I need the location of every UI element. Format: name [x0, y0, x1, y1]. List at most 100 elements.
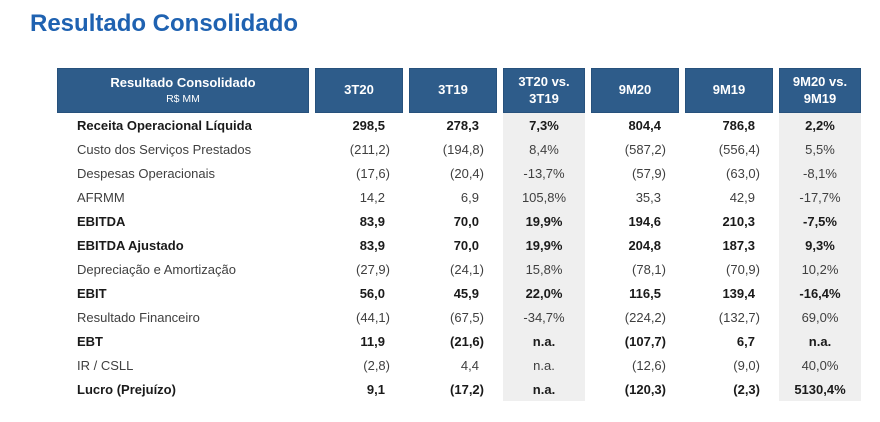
cell-value: 187,3 [722, 237, 755, 253]
header-cell-9m19: 9M19 [685, 68, 773, 113]
cell-value: n.a. [503, 377, 585, 401]
cell-value: 5130,4% [779, 377, 861, 401]
table-row: Despesas Operacionais (17,6) (20,4) -13,7% (… [57, 161, 861, 185]
cell-value: 70,0 [453, 237, 479, 253]
cell-value: (120,3) [624, 381, 666, 397]
cell-value: (224,2) [624, 309, 666, 325]
cell-value: 194,6 [628, 213, 661, 229]
cell-value: 804,4 [628, 117, 661, 133]
table-row: Receita Operacional Líquida 298,5 278,3 7,3… [57, 113, 861, 137]
cell-value: 6,9 [460, 189, 479, 205]
row-label: AFRMM [77, 189, 125, 205]
cell-value: 22,0% [503, 281, 585, 305]
table-body: Receita Operacional Líquida 298,5 278,3 7,3… [57, 113, 861, 401]
cell-value: (12,6) [632, 357, 666, 373]
cell-value: 19,9% [503, 233, 585, 257]
cell-value: 204,8 [628, 237, 661, 253]
cell-value: 11,9 [360, 333, 385, 349]
cell-value: 7,3% [503, 113, 585, 137]
header-title: 3T20 [344, 82, 374, 98]
header-unit-label: R$ MM [166, 92, 200, 105]
cell-value: (17,2) [450, 381, 484, 397]
row-label: Despesas Operacionais [77, 165, 216, 181]
row-label: Lucro (Prejuízo) [77, 381, 176, 397]
cell-value: 278,3 [446, 117, 479, 133]
row-label: EBITDA Ajustado [77, 237, 184, 253]
cell-value: 298,5 [352, 117, 385, 133]
cell-value: 40,0% [779, 353, 861, 377]
cell-value: n.a. [779, 329, 861, 353]
table-row: Lucro (Prejuízo) 9,1 (17,2) n.a. (120,3) (2,3… [57, 377, 861, 401]
cell-value: (21,6) [450, 333, 484, 349]
cell-value: -17,7% [779, 185, 861, 209]
cell-value: (2,3) [733, 381, 760, 397]
cell-value: (44,1) [356, 309, 390, 325]
cell-value: 45,9 [453, 285, 479, 301]
header-title: 9M19 [712, 82, 746, 98]
header-cell-3t20-vs-3t19: 3T20 vs. 3T19 [503, 68, 585, 113]
cell-value: -7,5% [779, 209, 861, 233]
table-row: IR / CSLL (2,8) 4,4 n.a. (12,6) (9,0) 40,0% [57, 353, 861, 377]
cell-value: (57,9) [632, 165, 666, 181]
cell-value: 69,0% [779, 305, 861, 329]
table-row: Custo dos Serviços Prestados (211,2) (194,… [57, 137, 861, 161]
consolidated-result-table: Resultado Consolidado R$ MM 3T20 3T19 3T… [57, 68, 861, 401]
row-label: Resultado Financeiro [77, 309, 200, 325]
cell-value: (556,4) [718, 141, 760, 157]
page-title: Resultado Consolidado [30, 10, 299, 37]
cell-value: 786,8 [722, 117, 755, 133]
cell-value: (24,1) [450, 261, 484, 277]
header-cell-3t19: 3T19 [409, 68, 497, 113]
cell-value: 70,0 [453, 213, 479, 229]
table-row: AFRMM 14,2 6,9 105,8% 35,3 42,9 -17,7% [57, 185, 861, 209]
row-label: Receita Operacional Líquida [77, 117, 252, 133]
cell-value: 35,3 [635, 189, 661, 205]
cell-value: (63,0) [726, 165, 760, 181]
cell-value: 116,5 [629, 285, 661, 301]
header-title: 9M20 vs. 9M19 [792, 73, 848, 106]
header-title: 3T20 vs. 3T19 [518, 73, 570, 106]
row-label: EBIT [77, 285, 107, 301]
row-label: EBITDA [77, 213, 126, 229]
cell-value: 56,0 [359, 285, 385, 301]
cell-value: -34,7% [503, 305, 585, 329]
cell-value: 42,9 [729, 189, 755, 205]
cell-value: 10,2% [779, 257, 861, 281]
cell-value: (107,7) [624, 333, 666, 349]
table-row: EBITDA Ajustado 83,9 70,0 19,9% 204,8 187,3 9,… [57, 233, 861, 257]
cell-value: -8,1% [779, 161, 861, 185]
cell-value: (17,6) [356, 165, 390, 181]
cell-value: -13,7% [503, 161, 585, 185]
cell-value: 14,2 [359, 189, 385, 205]
table-row: EBITDA 83,9 70,0 19,9% 194,6 210,3 -7,5% [57, 209, 861, 233]
cell-value: (67,5) [450, 309, 484, 325]
header-title: Resultado Consolidado [110, 74, 256, 90]
cell-value: n.a. [503, 329, 585, 353]
header-cell-3t20: 3T20 [315, 68, 403, 113]
row-label: Custo dos Serviços Prestados [77, 141, 252, 157]
row-label: IR / CSLL [77, 357, 134, 373]
cell-value: (587,2) [624, 141, 666, 157]
cell-value: (27,9) [356, 261, 390, 277]
cell-value: 8,4% [503, 137, 585, 161]
cell-value: 210,3 [722, 213, 755, 229]
cell-value: 139,4 [722, 285, 755, 301]
header-cell-label: Resultado Consolidado R$ MM [57, 68, 309, 113]
cell-value: (9,0) [733, 357, 760, 373]
cell-value: (2,8) [363, 357, 390, 373]
cell-value: 6,7 [736, 333, 755, 349]
cell-value: (211,2) [349, 141, 390, 157]
cell-value: n.a. [503, 353, 585, 377]
cell-value: (70,9) [726, 261, 760, 277]
cell-value: 2,2% [779, 113, 861, 137]
table-row: EBT 11,9 (21,6) n.a. (107,7) 6,7 n.a. [57, 329, 861, 353]
table-header-row: Resultado Consolidado R$ MM 3T20 3T19 3T… [57, 68, 861, 113]
header-cell-9m20: 9M20 [591, 68, 679, 113]
cell-value: (132,7) [718, 309, 760, 325]
header-title: 3T19 [438, 82, 468, 98]
cell-value: 105,8% [503, 185, 585, 209]
header-cell-9m20-vs-9m19: 9M20 vs. 9M19 [779, 68, 861, 113]
cell-value: (20,4) [450, 165, 484, 181]
cell-value: (78,1) [632, 261, 666, 277]
